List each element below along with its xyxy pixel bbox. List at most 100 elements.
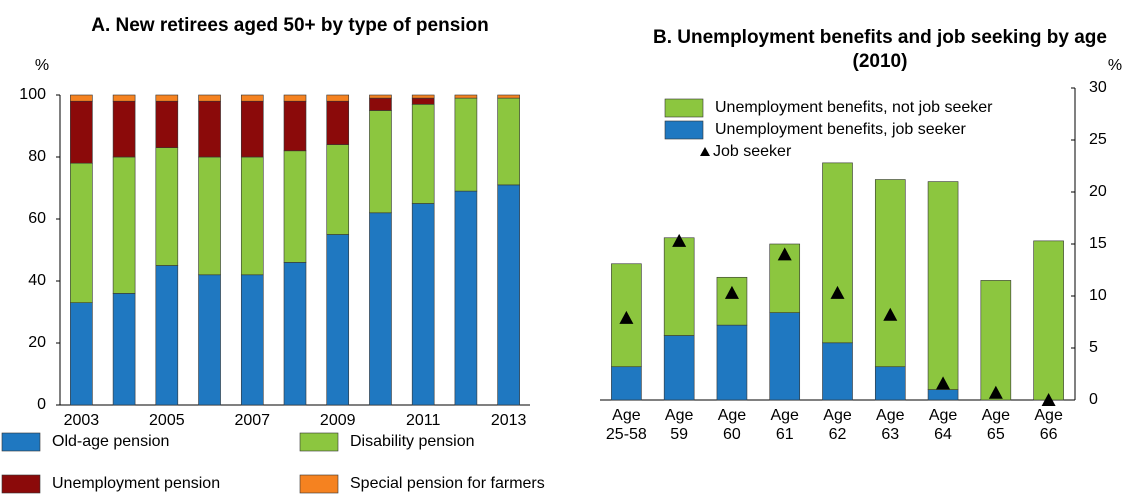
bar-segment xyxy=(497,184,520,406)
x-tick-label: Age 64 xyxy=(928,407,958,443)
x-tick-label: 2005 xyxy=(149,412,185,429)
bar-segment xyxy=(283,150,307,263)
chart-title: A. New retirees aged 50+ by type of pens… xyxy=(91,15,489,36)
job-seeker-marker xyxy=(883,307,898,321)
bar-segment xyxy=(240,156,264,276)
bar-segment xyxy=(112,293,136,406)
bar-segment xyxy=(283,94,307,102)
x-tick-label: Age 59 xyxy=(664,407,694,443)
legend-swatch xyxy=(1,474,41,494)
job-seeker-marker xyxy=(1041,393,1056,406)
y-tick-label: 30 xyxy=(1089,79,1107,96)
bar-segment xyxy=(283,262,307,406)
x-tick-label: Age 65 xyxy=(981,407,1011,443)
bar-segment xyxy=(198,94,221,102)
bar-segment xyxy=(927,181,959,390)
y-tick-label: 10 xyxy=(1089,287,1107,304)
bar-segment xyxy=(822,342,853,401)
bar-segment xyxy=(112,156,136,294)
bar-segment xyxy=(663,237,695,336)
legend-label: Job seeker xyxy=(713,143,792,160)
x-tick-label: 2009 xyxy=(319,412,356,429)
legend-label: Unemployment benefits, job seeker xyxy=(715,121,966,138)
job-seeker-marker xyxy=(724,285,739,299)
bar-segment xyxy=(369,110,392,214)
legend-swatch xyxy=(299,474,339,494)
x-tick-label: 2013 xyxy=(490,412,527,429)
job-seeker-marker xyxy=(777,247,792,261)
bar-segment xyxy=(411,94,435,99)
bar-segment xyxy=(1033,240,1064,401)
axis-unit: % xyxy=(1108,57,1122,74)
y-tick-label: 80 xyxy=(28,148,46,165)
bar-segment xyxy=(326,94,350,102)
x-tick-label: 2011 xyxy=(405,412,441,429)
bar-segment xyxy=(454,94,478,99)
bar-segment xyxy=(326,100,350,145)
x-tick-label: Age 63 xyxy=(876,407,905,443)
job-seeker-marker xyxy=(988,385,1003,399)
bar-segment xyxy=(112,100,136,158)
bar-segment xyxy=(70,302,93,406)
axis-unit: % xyxy=(35,57,49,74)
bar-segment xyxy=(411,104,435,204)
y-tick-label: 0 xyxy=(1089,391,1098,408)
x-tick-label: 2007 xyxy=(234,412,271,429)
bar-segment xyxy=(497,97,520,186)
bar-segment xyxy=(326,144,350,235)
x-tick-label: Age 61 xyxy=(770,407,799,443)
chart-title: B. Unemployment benefits and job seeking… xyxy=(653,27,1107,72)
bar-segment xyxy=(716,324,748,401)
legend-label: Unemployment pension xyxy=(52,475,220,492)
legend-label: Special pension for farmers xyxy=(350,475,545,492)
y-tick-label: 100 xyxy=(19,86,46,103)
y-tick-label: 25 xyxy=(1089,131,1107,148)
y-tick-label: 5 xyxy=(1089,339,1098,356)
bar-segment xyxy=(240,94,264,102)
bar-segment xyxy=(716,276,748,326)
job-seeker-marker xyxy=(672,233,687,247)
bar-segment xyxy=(874,366,906,401)
bar-segment xyxy=(980,280,1012,401)
legend-marker xyxy=(700,147,710,156)
bar-segment xyxy=(70,100,93,164)
bar-segment xyxy=(497,94,520,99)
bar-segment xyxy=(155,265,179,406)
bar-segment xyxy=(70,94,93,102)
bar-segment xyxy=(927,389,959,401)
bar-segment xyxy=(155,94,179,102)
legend-swatch xyxy=(299,432,339,452)
bar-segment xyxy=(663,335,695,401)
bar-segment xyxy=(769,312,801,401)
x-tick-label: 2003 xyxy=(63,412,100,429)
bar-segment xyxy=(326,234,350,406)
bar-segment xyxy=(70,162,93,303)
bar-segment xyxy=(112,94,136,102)
legend-label: Unemployment benefits, not job seeker xyxy=(715,99,993,116)
y-tick-label: 20 xyxy=(28,334,46,351)
job-seeker-marker xyxy=(936,376,951,390)
y-tick-label: 40 xyxy=(28,272,46,289)
bar-segment xyxy=(454,97,478,192)
x-tick-label: Age 60 xyxy=(717,407,747,443)
y-tick-label: 15 xyxy=(1089,235,1107,252)
bar-segment xyxy=(198,156,221,276)
bar-segment xyxy=(369,212,392,406)
bar-segment xyxy=(155,147,179,266)
job-seeker-marker xyxy=(830,285,845,299)
y-tick-label: 20 xyxy=(1089,183,1107,200)
bar-segment xyxy=(369,97,392,111)
bar-segment xyxy=(198,100,221,158)
bar-segment xyxy=(454,190,478,406)
bar-segment xyxy=(240,274,264,406)
bar-segment xyxy=(198,274,221,406)
y-tick-label: 0 xyxy=(37,396,46,413)
bar-segment xyxy=(155,100,179,148)
bar-segment xyxy=(611,366,642,401)
legend-label: Old-age pension xyxy=(52,433,169,450)
bar-segment xyxy=(369,94,392,99)
legend-swatch xyxy=(664,98,704,118)
y-tick-label: 60 xyxy=(28,210,46,227)
